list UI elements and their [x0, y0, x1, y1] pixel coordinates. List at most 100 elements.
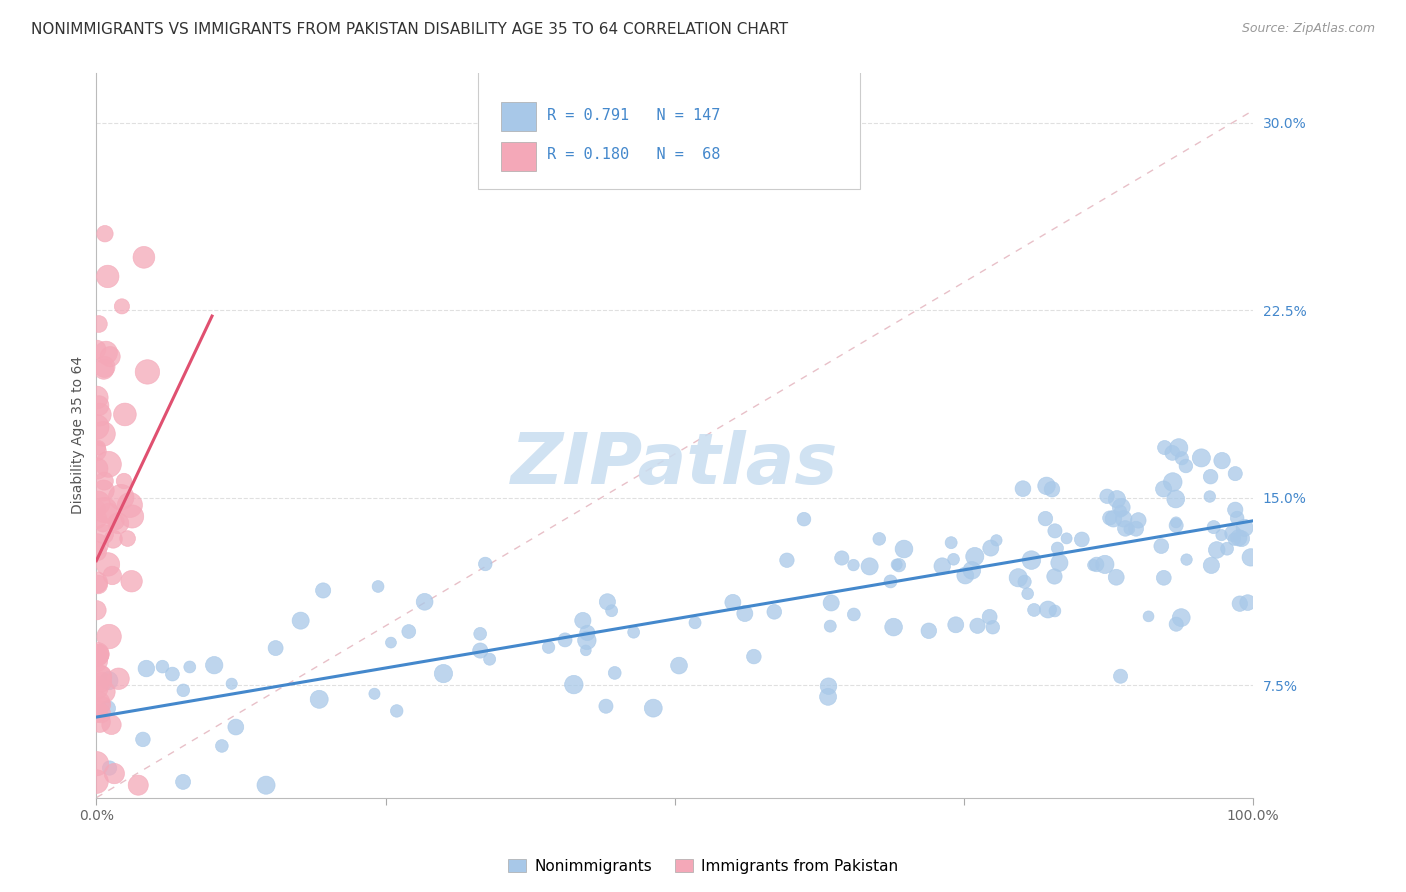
Point	[105, 515, 128, 529]
Point	[90, 675, 112, 690]
Point	[470, 627, 492, 641]
Point	[86, 756, 108, 771]
Point	[945, 617, 967, 632]
Point	[1150, 539, 1173, 553]
Point	[887, 558, 910, 573]
Point	[1166, 518, 1188, 533]
Point	[868, 532, 890, 546]
Point	[94, 227, 117, 241]
Point	[1164, 516, 1187, 530]
Point	[107, 672, 129, 686]
Point	[886, 558, 908, 572]
Point	[1109, 669, 1132, 683]
Point	[132, 251, 155, 265]
Point	[1229, 597, 1251, 611]
Point	[290, 614, 312, 628]
Point	[93, 503, 115, 517]
Point	[98, 630, 121, 644]
Point	[1189, 450, 1212, 465]
Point	[1112, 512, 1135, 526]
Point	[103, 532, 125, 546]
Point	[87, 648, 110, 663]
Point	[86, 461, 108, 475]
Point	[398, 624, 420, 639]
Point	[576, 626, 599, 640]
Point	[89, 714, 111, 729]
Point	[87, 696, 110, 710]
Point	[963, 549, 986, 564]
Point	[595, 699, 617, 714]
Point	[979, 609, 1001, 624]
Point	[1070, 533, 1092, 547]
Point	[1225, 502, 1247, 516]
Point	[1085, 558, 1108, 572]
Point	[1174, 458, 1197, 473]
Point	[1036, 602, 1059, 616]
Point	[87, 496, 110, 510]
Point	[1094, 558, 1116, 572]
Point	[883, 620, 905, 634]
Point	[1047, 556, 1070, 570]
Point	[1205, 543, 1227, 558]
Point	[86, 343, 108, 357]
Point	[1240, 550, 1263, 565]
Point	[1201, 558, 1223, 573]
Point	[114, 408, 136, 422]
Point	[1040, 482, 1063, 496]
Point	[683, 615, 706, 630]
Point	[1021, 553, 1043, 567]
Point	[1007, 571, 1029, 585]
Point	[1022, 603, 1045, 617]
Point	[793, 512, 815, 526]
Point	[1128, 513, 1150, 527]
Point	[1236, 596, 1258, 610]
Point	[98, 761, 121, 775]
Point	[966, 619, 988, 633]
Point	[86, 575, 108, 590]
Point	[90, 668, 112, 682]
Point	[1170, 610, 1192, 624]
Point	[86, 774, 108, 789]
Point	[264, 641, 287, 656]
Point	[1105, 570, 1128, 584]
Point	[98, 507, 121, 521]
Point	[1202, 520, 1225, 534]
Point	[474, 557, 496, 571]
Point	[893, 541, 915, 556]
Point	[955, 568, 977, 582]
Point	[1225, 467, 1247, 481]
Point	[742, 649, 765, 664]
Point	[575, 643, 598, 657]
Point	[1223, 532, 1246, 546]
Point	[86, 537, 108, 551]
Point	[1198, 490, 1220, 504]
Point	[721, 595, 744, 609]
Point	[86, 603, 108, 617]
Point	[380, 635, 402, 649]
Point	[1043, 604, 1066, 618]
Point	[86, 511, 108, 525]
Point	[87, 577, 110, 591]
Point	[918, 624, 941, 638]
Point	[1012, 482, 1035, 496]
Point	[1056, 532, 1078, 546]
Point	[562, 677, 585, 691]
Point	[820, 596, 842, 610]
Point	[91, 698, 114, 712]
Point	[97, 269, 120, 284]
Point	[600, 604, 623, 618]
Point	[1083, 558, 1105, 573]
Point	[643, 701, 665, 715]
Point	[1227, 531, 1250, 545]
Point	[152, 659, 174, 673]
Point	[1035, 511, 1057, 525]
Point	[1216, 541, 1239, 556]
Point	[1035, 479, 1057, 493]
Point	[1164, 491, 1187, 506]
Point	[1166, 617, 1188, 632]
Point	[1109, 504, 1132, 518]
Point	[478, 652, 501, 666]
Point	[100, 718, 122, 732]
Text: NONIMMIGRANTS VS IMMIGRANTS FROM PAKISTAN DISABILITY AGE 35 TO 64 CORRELATION CH: NONIMMIGRANTS VS IMMIGRANTS FROM PAKISTA…	[31, 22, 787, 37]
Point	[981, 620, 1004, 634]
